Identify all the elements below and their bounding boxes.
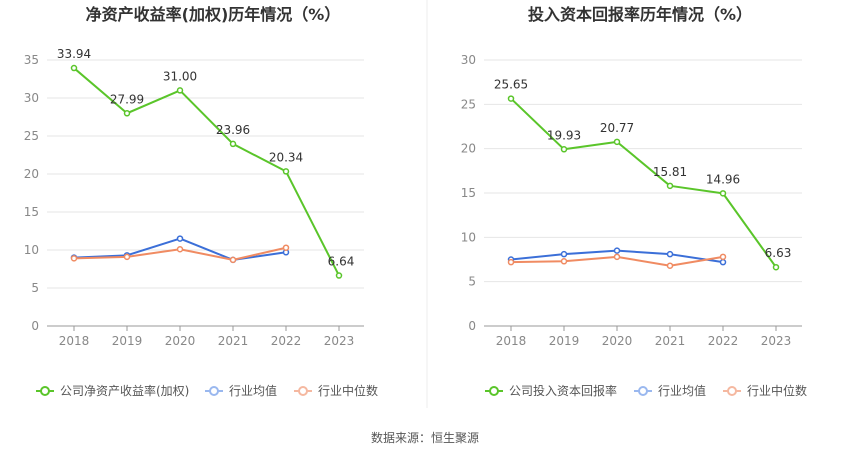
- data-label: 6.64: [328, 255, 355, 269]
- legend-marker-icon: [298, 386, 308, 396]
- y-tick-label: 30: [24, 91, 39, 105]
- legend-marker-icon: [727, 386, 737, 396]
- x-tick-label: 2020: [165, 334, 196, 348]
- data-point: [719, 190, 727, 197]
- y-tick-label: 5: [31, 281, 39, 295]
- data-label: 27.99: [110, 92, 144, 106]
- x-tick-label: 2018: [496, 334, 527, 348]
- data-label: 20.77: [600, 121, 634, 135]
- x-tick-label: 2021: [218, 334, 249, 348]
- y-tick-label: 15: [24, 205, 39, 219]
- y-tick-label: 15: [461, 186, 476, 200]
- data-point: [613, 253, 621, 261]
- data-point: [613, 247, 621, 254]
- data-point: [613, 138, 621, 146]
- data-point: [123, 110, 131, 117]
- x-tick-label: 2022: [708, 334, 739, 348]
- data-point: [229, 256, 237, 264]
- data-label: 31.00: [163, 69, 197, 83]
- y-tick-label: 30: [461, 53, 476, 67]
- data-point: [176, 245, 184, 253]
- legend-label: 行业均值: [658, 383, 706, 398]
- data-point: [560, 250, 568, 258]
- y-tick-label: 0: [31, 319, 39, 333]
- chart-title: 投入资本回报率历年情况（%）: [528, 5, 752, 24]
- data-point: [560, 146, 568, 153]
- data-label: 19.93: [547, 128, 581, 142]
- y-tick-label: 20: [24, 167, 39, 181]
- legend-marker-icon: [209, 386, 219, 396]
- legend-label: 公司投入资本回报率: [509, 383, 617, 398]
- x-tick-label: 2019: [549, 334, 580, 348]
- data-label: 33.94: [57, 47, 91, 61]
- legend-marker-icon: [489, 386, 499, 396]
- series-line: [510, 97, 777, 268]
- data-point: [507, 95, 515, 102]
- chart-title: 净资产收益率(加权)历年情况（%）: [86, 5, 341, 24]
- data-point: [335, 272, 343, 279]
- legend-label: 行业均值: [229, 383, 277, 398]
- x-tick-label: 2023: [324, 334, 355, 348]
- data-label: 25.65: [494, 78, 528, 92]
- series-line: [73, 67, 340, 276]
- legend-marker-icon: [638, 386, 648, 396]
- legend-label: 行业中位数: [318, 383, 378, 398]
- x-tick-label: 2020: [602, 334, 633, 348]
- data-point: [123, 253, 131, 261]
- x-tick-label: 2018: [59, 334, 90, 348]
- data-point: [282, 168, 290, 175]
- data-label: 23.96: [216, 123, 250, 137]
- y-tick-label: 0: [468, 319, 476, 333]
- x-tick-label: 2019: [112, 334, 143, 348]
- y-tick-label: 25: [24, 129, 39, 143]
- data-point: [507, 258, 515, 266]
- data-point: [560, 258, 568, 265]
- data-label: 14.96: [706, 172, 740, 186]
- y-tick-label: 10: [461, 230, 476, 244]
- data-point: [176, 235, 184, 242]
- data-label: 20.34: [269, 150, 303, 164]
- legend-marker-icon: [40, 386, 50, 396]
- x-tick-label: 2023: [761, 334, 792, 348]
- data-source-label: 数据来源：恒生聚源: [370, 431, 479, 445]
- data-point: [282, 244, 290, 251]
- data-point: [666, 182, 674, 190]
- data-point: [176, 87, 184, 94]
- data-point: [719, 258, 727, 266]
- y-tick-label: 5: [468, 275, 476, 289]
- legend-label: 公司净资产收益率(加权): [60, 383, 189, 398]
- y-tick-label: 20: [461, 142, 476, 156]
- data-point: [772, 263, 780, 271]
- data-point: [666, 250, 674, 258]
- data-point: [229, 140, 237, 148]
- data-point: [666, 262, 674, 269]
- data-label: 6.63: [765, 246, 792, 260]
- data-label: 15.81: [653, 165, 687, 179]
- y-tick-label: 25: [461, 97, 476, 111]
- data-point: [70, 255, 78, 262]
- data-point: [719, 253, 727, 261]
- y-tick-label: 10: [24, 243, 39, 257]
- x-tick-label: 2022: [271, 334, 302, 348]
- legend-label: 行业中位数: [747, 383, 807, 398]
- x-tick-label: 2021: [655, 334, 686, 348]
- data-point: [70, 64, 78, 72]
- y-tick-label: 35: [24, 53, 39, 67]
